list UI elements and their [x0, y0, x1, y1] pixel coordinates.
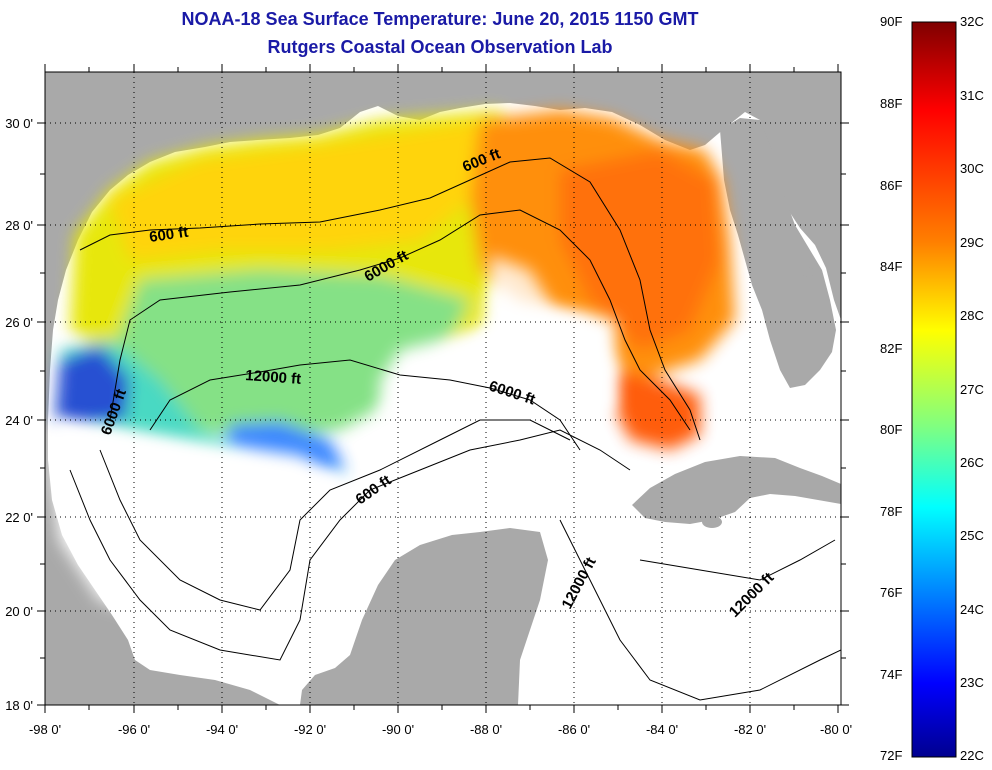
lat-label: 22 0' [5, 510, 33, 525]
c-label: 27C [960, 382, 984, 397]
cuba-island [632, 456, 841, 524]
f-label: 82F [880, 341, 903, 356]
sst-data-layer [52, 110, 735, 620]
lake-okeechobee [801, 267, 815, 277]
f-label: 72F [880, 748, 903, 763]
colorbar [911, 21, 957, 758]
c-label: 25C [960, 528, 984, 543]
lon-label: -88 0' [470, 722, 502, 737]
c-label: 29C [960, 235, 984, 250]
longitude-labels: -98 0' -96 0' -94 0' -92 0' -90 0' -88 0… [29, 722, 852, 737]
c-label: 28C [960, 308, 984, 323]
contour-6000ft [109, 209, 691, 431]
c-label: 30C [960, 161, 984, 176]
lat-label: 24 0' [5, 413, 33, 428]
lon-label: -90 0' [382, 722, 414, 737]
grid-lines [45, 72, 841, 705]
contour-label-12000-center: 12000 ft [245, 367, 302, 388]
lat-label: 30 0' [5, 116, 33, 131]
lat-label: 18 0' [5, 698, 33, 713]
lon-label: -86 0' [558, 722, 590, 737]
c-label: 23C [960, 675, 984, 690]
f-label: 78F [880, 504, 903, 519]
map-frame [44, 71, 842, 706]
lon-label: -82 0' [734, 722, 766, 737]
lon-label: -92 0' [294, 722, 326, 737]
contour-12000ft [149, 359, 581, 451]
lon-label: -96 0' [118, 722, 150, 737]
us-gulf-coast [45, 72, 841, 705]
lat-label: 28 0' [5, 218, 33, 233]
lon-label: -94 0' [206, 722, 238, 737]
contour-600ft-south [69, 429, 631, 661]
contour-600ft [79, 157, 701, 441]
map-title: NOAA-18 Sea Surface Temperature: June 20… [181, 9, 699, 29]
lat-label: 26 0' [5, 315, 33, 330]
latitude-labels: 30 0' 28 0' 26 0' 24 0' 22 0' 20 0' 18 0… [5, 116, 33, 713]
florida-peninsula [720, 118, 836, 388]
f-label: 76F [880, 585, 903, 600]
lon-label: -98 0' [29, 722, 61, 737]
c-label: 22C [960, 748, 984, 763]
contour-12000ft-east [559, 519, 841, 701]
contour-12000ft-east2 [639, 539, 836, 581]
f-label: 88F [880, 96, 903, 111]
lon-label: -84 0' [646, 722, 678, 737]
c-label: 31C [960, 88, 984, 103]
contour-label-600-west: 600 ft [148, 224, 189, 246]
c-label: 26C [960, 455, 984, 470]
lon-label: -80 0' [820, 722, 852, 737]
contour-6000ft-south [99, 419, 571, 611]
f-label: 90F [880, 14, 903, 29]
axis-ticks [37, 64, 849, 713]
f-label: 84F [880, 259, 903, 274]
lat-label: 20 0' [5, 604, 33, 619]
f-label: 74F [880, 667, 903, 682]
f-label: 80F [880, 422, 903, 437]
bathymetry-contours [69, 157, 841, 701]
f-label: 86F [880, 178, 903, 193]
map-subtitle: Rutgers Coastal Ocean Observation Lab [267, 37, 613, 57]
c-label: 32C [960, 14, 984, 29]
c-label: 24C [960, 602, 984, 617]
isla-de-la-juventud [702, 516, 722, 528]
